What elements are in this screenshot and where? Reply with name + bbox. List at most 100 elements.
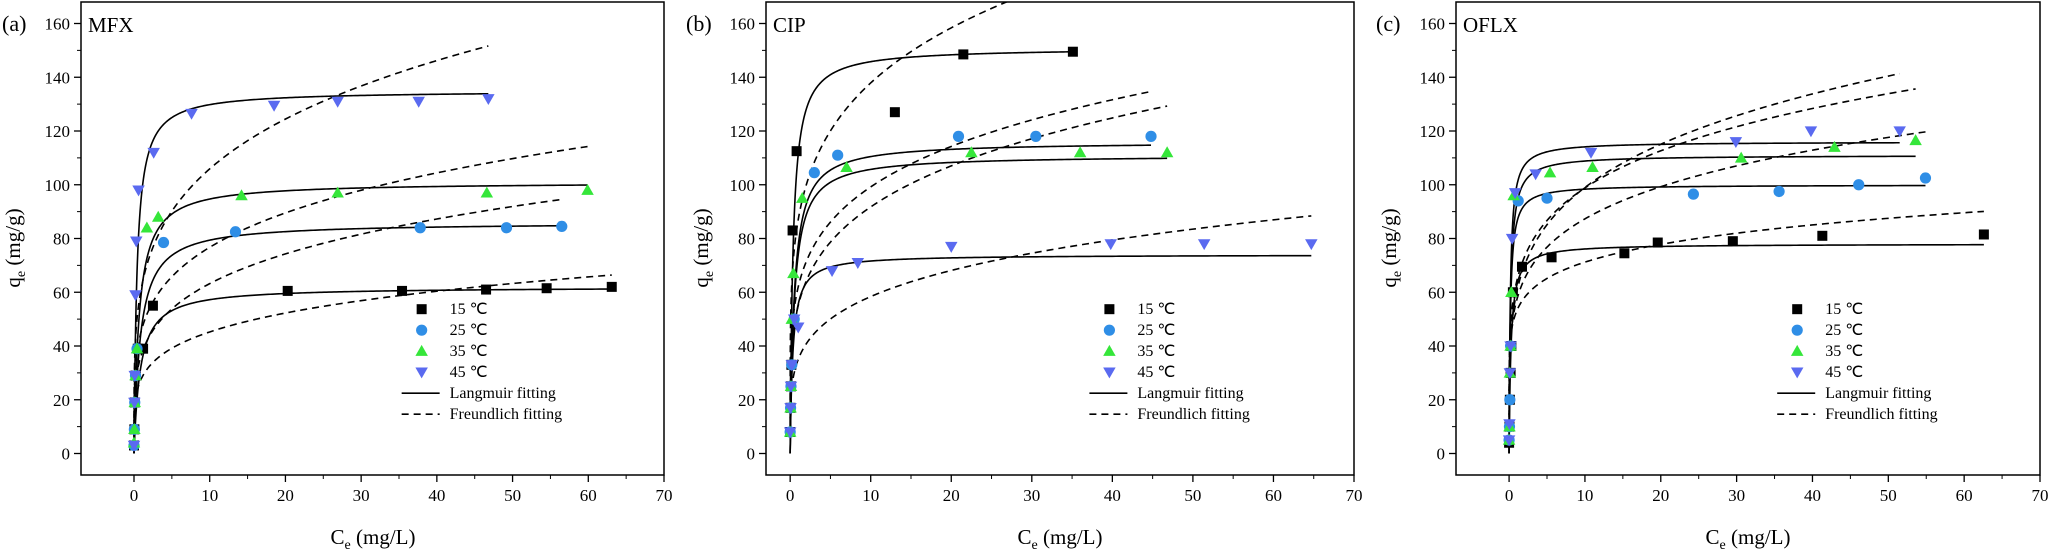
y-tick-label: 100 bbox=[1420, 176, 1446, 195]
panel-a-data-points bbox=[127, 94, 617, 452]
legend-label-t25: 25 ℃ bbox=[450, 322, 488, 339]
x-tick-label: 10 bbox=[201, 486, 218, 505]
legend-label-t15: 15 ℃ bbox=[450, 301, 488, 318]
y-tick-label: 20 bbox=[1428, 391, 1445, 410]
y-tick-label: 40 bbox=[738, 337, 755, 356]
x-tick-label: 30 bbox=[1023, 486, 1040, 505]
freundlich-curve-t35 bbox=[789, 105, 1168, 431]
data-point-t45 bbox=[1893, 126, 1906, 138]
data-point-t45 bbox=[825, 266, 839, 277]
x-tick-label: 20 bbox=[943, 486, 960, 505]
panel-a: (a) MFX 0 10 20 30 40 50 60 70 0 20 40 60 80 100 120 14… bbox=[1, 1, 673, 553]
x-tick-label: 50 bbox=[1184, 486, 1201, 505]
data-point-t35 bbox=[1160, 146, 1174, 158]
data-point-t35 bbox=[331, 186, 344, 198]
data-point-t25 bbox=[832, 149, 844, 161]
data-point-t35 bbox=[140, 221, 154, 233]
x-tick-label: 60 bbox=[1265, 486, 1282, 505]
legend-marker-t15 bbox=[1104, 304, 1115, 315]
freundlich-curve-t45 bbox=[789, 215, 1312, 438]
panel-a-legend: 15 ℃ 25 ℃ 35 ℃ 45 ℃ Langmuir fitting Freundli… bbox=[401, 301, 562, 423]
legend-marker-t35 bbox=[1790, 344, 1804, 356]
legend-label-t15: 15 ℃ bbox=[1137, 301, 1175, 318]
data-point-t45 bbox=[1502, 435, 1516, 447]
y-tick-label: 100 bbox=[45, 176, 71, 195]
freundlich-curve-t15 bbox=[1508, 210, 1984, 404]
data-point-t35 bbox=[1586, 161, 1599, 172]
data-point-t15 bbox=[481, 284, 492, 295]
data-point-t45 bbox=[1729, 137, 1743, 148]
data-point-t15 bbox=[1516, 261, 1527, 272]
y-tick-label: 140 bbox=[730, 68, 756, 87]
data-point-t45 bbox=[128, 397, 141, 409]
panel-c-legend: 15 ℃ 25 ℃ 35 ℃ 45 ℃ Langmuir fitting Freundli… bbox=[1777, 301, 1938, 423]
data-point-t45 bbox=[1104, 239, 1117, 251]
legend-marker-t25 bbox=[416, 324, 428, 336]
data-point-t15 bbox=[138, 343, 149, 354]
legend-marker-t35 bbox=[415, 344, 428, 356]
legend-marker-t15 bbox=[1792, 304, 1803, 315]
data-point-t25 bbox=[414, 222, 426, 234]
data-point-t15 bbox=[1619, 248, 1630, 259]
data-point-t45 bbox=[1508, 188, 1522, 200]
panel-c: (c) OFLX 0 10 20 30 40 50 60 70 0 20 40 60 80 100 120 1… bbox=[1376, 1, 2048, 553]
freundlich-curve-t15 bbox=[789, 2, 1009, 413]
data-point-t45 bbox=[784, 381, 798, 393]
legend-label-t35: 35 ℃ bbox=[1825, 343, 1863, 360]
y-tick-label: 60 bbox=[738, 283, 755, 302]
data-point-t45 bbox=[1584, 147, 1598, 159]
y-tick-label: 140 bbox=[45, 68, 71, 87]
data-point-t35 bbox=[1543, 166, 1557, 178]
data-point-t25 bbox=[808, 167, 820, 179]
data-point-t15 bbox=[1978, 229, 1989, 240]
y-tick-label: 0 bbox=[1437, 445, 1446, 464]
x-tick-label: 0 bbox=[1505, 486, 1514, 505]
y-tick-label: 40 bbox=[1428, 337, 1445, 356]
data-point-t15 bbox=[606, 281, 617, 292]
data-point-t25 bbox=[952, 130, 965, 142]
panel-b-plot-frame bbox=[765, 1, 1355, 476]
legend-marker-t25 bbox=[1103, 324, 1115, 336]
data-point-t15 bbox=[1067, 46, 1078, 57]
data-point-t15 bbox=[791, 146, 802, 157]
x-tick-label: 40 bbox=[1804, 486, 1821, 505]
y-tick-label: 120 bbox=[730, 122, 756, 141]
data-point-t25 bbox=[1541, 192, 1553, 204]
data-point-t35 bbox=[1734, 151, 1748, 163]
data-point-t15 bbox=[1817, 230, 1828, 241]
panel-a-x-axis-label: Ce (mg/L) bbox=[331, 525, 416, 553]
data-point-t15 bbox=[397, 285, 408, 296]
legend-label-t35: 35 ℃ bbox=[1137, 343, 1175, 360]
y-tick-label: 20 bbox=[738, 391, 755, 410]
panel-c-x-axis-label: Ce (mg/L) bbox=[1706, 525, 1791, 553]
y-tick-label: 80 bbox=[1428, 230, 1445, 249]
x-tick-label: 70 bbox=[1346, 486, 1363, 505]
legend-marker-t35 bbox=[1103, 344, 1116, 356]
y-tick-label: 0 bbox=[747, 445, 756, 464]
data-point-t15 bbox=[1727, 236, 1738, 247]
panel-b-x-axis-label: Ce (mg/L) bbox=[1018, 525, 1103, 553]
legend-label-freundlich: Freundlich fitting bbox=[1137, 406, 1249, 423]
panel-c-axes: 0 10 20 30 40 50 60 70 0 20 40 60 80 100 120 140 160 bbox=[1420, 15, 2048, 506]
panel-c-data-points bbox=[1502, 126, 1989, 448]
data-point-t45 bbox=[1305, 239, 1318, 251]
x-tick-label: 30 bbox=[353, 486, 370, 505]
data-point-t45 bbox=[1503, 419, 1516, 431]
y-tick-label: 100 bbox=[730, 176, 756, 195]
panel-a-label: (a) bbox=[2, 11, 26, 36]
data-point-t35 bbox=[128, 423, 141, 434]
legend-label-t25: 25 ℃ bbox=[1825, 322, 1863, 339]
legend-marker-t25 bbox=[1791, 324, 1803, 336]
data-point-t45 bbox=[412, 96, 425, 108]
x-tick-label: 50 bbox=[504, 486, 521, 505]
panel-c-y-axis-label: qe (mg/g) bbox=[1377, 208, 1405, 287]
y-tick-label: 120 bbox=[45, 122, 71, 141]
data-point-t45 bbox=[1804, 126, 1818, 138]
legend-label-t15: 15 ℃ bbox=[1825, 301, 1863, 318]
data-point-t45 bbox=[331, 96, 344, 108]
data-point-t45 bbox=[1505, 233, 1519, 245]
panel-c-plot-frame bbox=[1455, 1, 2041, 476]
legend-label-t45: 45 ℃ bbox=[1825, 364, 1863, 381]
data-point-t45 bbox=[1197, 239, 1211, 251]
